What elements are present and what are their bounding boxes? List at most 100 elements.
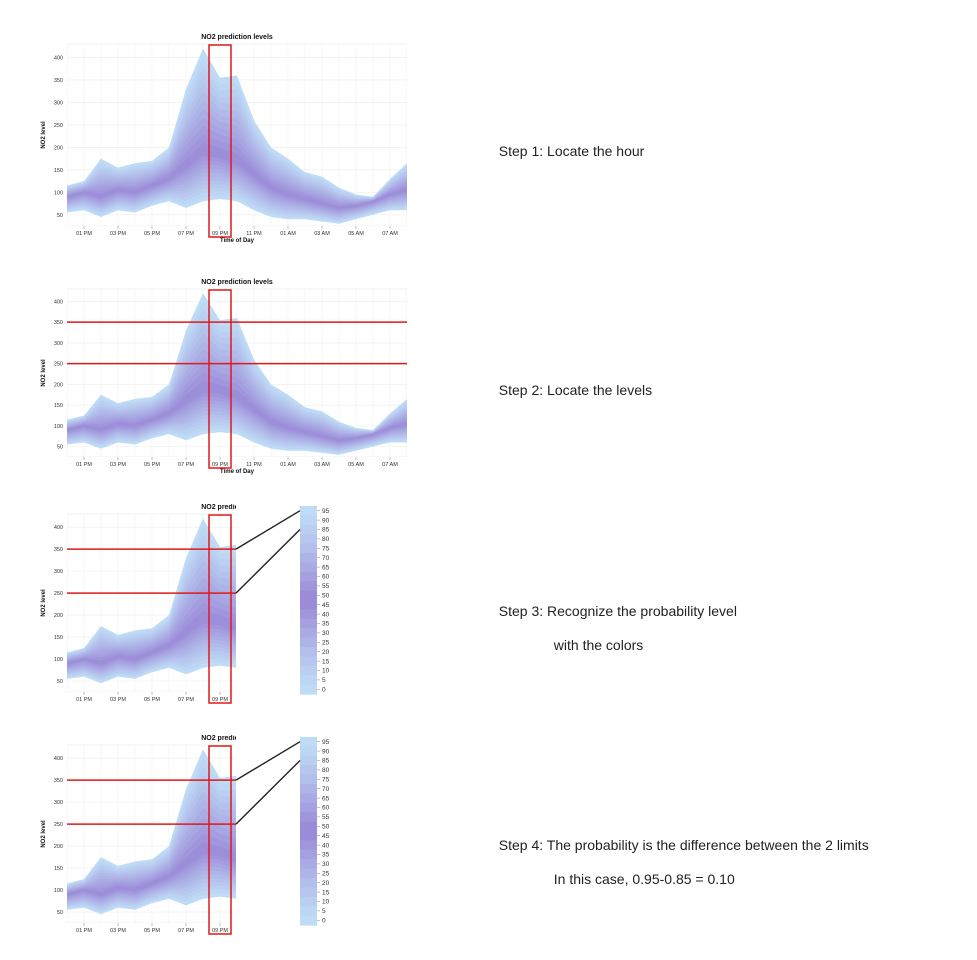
x-axis-title: Time of Day bbox=[220, 935, 255, 941]
x-tick-label: 11 PM bbox=[246, 462, 262, 468]
legend-swatch bbox=[300, 878, 317, 888]
y-axis-title: NO2 level bbox=[41, 359, 47, 387]
legend-swatch bbox=[300, 859, 317, 870]
x-tick-label: 01 PM bbox=[76, 928, 92, 934]
y-tick-label: 300 bbox=[54, 341, 63, 347]
band-10 bbox=[67, 134, 407, 211]
y-tick-label: 350 bbox=[54, 320, 63, 326]
legend-swatch bbox=[300, 590, 317, 601]
chart-title: NO2 prediction levels bbox=[201, 735, 273, 742]
legend-swatch bbox=[300, 628, 317, 639]
legend-swatch bbox=[300, 868, 317, 879]
x-tick-label: 05 AM bbox=[348, 231, 364, 237]
legend-swatch bbox=[300, 746, 317, 757]
legend-label: 10 bbox=[322, 668, 330, 675]
legend-swatch bbox=[300, 840, 317, 851]
legend-label: 80 bbox=[322, 767, 330, 774]
step-2-caption: Step 2: Locate the levels bbox=[498, 382, 653, 398]
y-tick-label: 200 bbox=[54, 844, 63, 850]
x-tick-label: 07 AM bbox=[382, 231, 398, 237]
chart-title: NO2 prediction levels bbox=[201, 279, 273, 286]
y-tick-label: 350 bbox=[54, 547, 63, 553]
legend-label: 80 bbox=[322, 536, 330, 543]
x-tick-label: 07 AM bbox=[382, 462, 398, 468]
x-ticks: 01 PM 03 PM 05 PM 07 PM 09 PM 11 PM 01 AM 03 AM… bbox=[76, 226, 398, 237]
y-tick-label: 300 bbox=[54, 569, 63, 575]
y-tick-label: 50 bbox=[57, 213, 63, 219]
legend-swatch bbox=[300, 609, 317, 620]
legend-label: 75 bbox=[322, 777, 330, 784]
chart-panel-2: 50 100 150 200 250 300 350 400 01 PM 03 PM 05 PM 07… bbox=[41, 279, 407, 475]
x-tick-label: 01 PM bbox=[76, 462, 92, 468]
y-tick-label: 50 bbox=[57, 679, 63, 685]
chart-title: NO2 prediction levels bbox=[201, 504, 273, 511]
step-1-caption: Step 1: Locate the hour bbox=[498, 143, 645, 159]
legend-label: 30 bbox=[322, 630, 330, 637]
legend-connector-upper bbox=[235, 510, 301, 550]
step-3-caption: Step 3: Recognize the probability level … bbox=[498, 603, 737, 653]
x-tick-label: 09 PM bbox=[212, 231, 228, 237]
x-tick-label: 03 PM bbox=[110, 462, 126, 468]
x-tick-label: 09 PM bbox=[212, 462, 228, 468]
x-tick-label: 09 PM bbox=[212, 697, 228, 703]
band-10 bbox=[67, 833, 236, 898]
y-tick-label: 100 bbox=[54, 657, 63, 663]
legend-label: 15 bbox=[322, 889, 330, 896]
x-tick-label: 03 AM bbox=[314, 462, 330, 468]
legend-label: 20 bbox=[322, 649, 330, 656]
y-tick-label: 350 bbox=[54, 78, 63, 84]
legend-label: 0 bbox=[322, 918, 326, 925]
legend-swatch bbox=[300, 812, 317, 823]
legend-swatch bbox=[300, 821, 317, 832]
legend-label: 20 bbox=[322, 880, 330, 887]
x-tick-label: 01 PM bbox=[76, 231, 92, 237]
x-ticks: 01 PM 03 PM 05 PM 07 PM 09 PM bbox=[76, 692, 228, 703]
legend-swatch bbox=[300, 774, 317, 785]
legend-swatch bbox=[300, 665, 317, 676]
legend-label: 70 bbox=[322, 555, 330, 562]
probability-bands bbox=[67, 293, 407, 455]
band-11 bbox=[67, 842, 236, 897]
legend-swatch bbox=[300, 571, 317, 582]
x-tick-label: 07 PM bbox=[178, 462, 194, 468]
y-tick-label: 250 bbox=[54, 362, 63, 368]
band-11 bbox=[67, 143, 407, 210]
x-tick-label: 07 PM bbox=[178, 697, 194, 703]
probability-bands bbox=[67, 518, 236, 684]
y-tick-label: 50 bbox=[57, 445, 63, 451]
legend-label: 50 bbox=[322, 593, 330, 600]
x-ticks: 01 PM 03 PM 05 PM 07 PM 09 PM 11 PM 01 AM 03 AM… bbox=[76, 457, 398, 468]
legend-swatch bbox=[300, 755, 317, 766]
y-tick-label: 150 bbox=[54, 635, 63, 641]
legend-swatch bbox=[300, 506, 317, 516]
x-tick-label: 01 AM bbox=[280, 462, 296, 468]
y-tick-label: 150 bbox=[54, 403, 63, 409]
y-tick-label: 400 bbox=[54, 299, 63, 305]
x-tick-label: 01 PM bbox=[76, 697, 92, 703]
legend-swatch bbox=[300, 534, 317, 545]
step-4-caption: Step 4: The probability is the differenc… bbox=[498, 837, 869, 887]
legend-swatch bbox=[300, 562, 317, 573]
highlight-hour-box bbox=[208, 745, 232, 935]
legend-label: 25 bbox=[322, 871, 330, 878]
y-tick-label: 100 bbox=[54, 190, 63, 196]
legend-label: 85 bbox=[322, 527, 330, 534]
y-axis-title: NO2 level bbox=[41, 820, 47, 848]
band-9 bbox=[67, 364, 407, 445]
x-tick-label: 03 AM bbox=[314, 231, 330, 237]
band-9 bbox=[67, 126, 407, 212]
highlight-hour-box bbox=[208, 514, 232, 704]
legend-label: 65 bbox=[322, 564, 330, 571]
legend-swatch bbox=[300, 784, 317, 794]
legend-connector-lower bbox=[235, 760, 301, 825]
y-tick-label: 300 bbox=[54, 800, 63, 806]
legend-label: 35 bbox=[322, 621, 330, 628]
x-axis-title: Time of Day bbox=[220, 469, 255, 475]
legend-swatch bbox=[300, 637, 317, 648]
legend-label: 55 bbox=[322, 583, 330, 590]
legend-label: 65 bbox=[322, 795, 330, 802]
legend-label: 15 bbox=[322, 658, 330, 665]
